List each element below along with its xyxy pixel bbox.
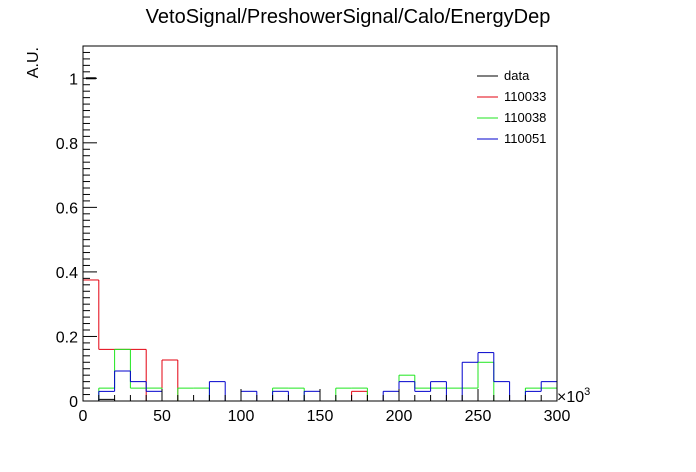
x-axis: 0 50 100 150 200 250 300 xyxy=(79,389,571,425)
legend-label: 110033 xyxy=(504,89,546,104)
y-axis: 0 0.2 0.4 0.6 0.8 1 xyxy=(56,45,97,411)
y-tick-label: 0.4 xyxy=(56,265,78,282)
y-tick-label: 0 xyxy=(69,394,78,411)
x-multiplier-base: ×10 xyxy=(557,389,584,406)
x-tick-label: 50 xyxy=(153,408,171,425)
legend-item: 110033 xyxy=(477,89,546,104)
legend-label: data xyxy=(504,68,530,83)
y-axis-label: A.U. xyxy=(25,47,42,78)
y-tick-label: 0.2 xyxy=(56,329,78,346)
x-multiplier-exponent: 3 xyxy=(584,386,590,398)
legend-item: 110051 xyxy=(477,131,546,146)
x-tick-label: 250 xyxy=(465,408,492,425)
x-tick-label: 150 xyxy=(307,408,334,425)
legend: data 110033 110038 110051 xyxy=(477,68,546,146)
x-tick-label: 0 xyxy=(79,408,88,425)
legend-label: 110038 xyxy=(504,110,546,125)
x-tick-label: 200 xyxy=(386,408,413,425)
y-tick-label: 1 xyxy=(69,71,78,88)
x-tick-label: 100 xyxy=(228,408,255,425)
legend-label: 110051 xyxy=(504,131,546,146)
series-110033 xyxy=(83,279,557,402)
x-tick-label: 300 xyxy=(544,408,571,425)
y-tick-label: 0.8 xyxy=(56,136,78,153)
plot-frame xyxy=(82,45,558,402)
series-layer xyxy=(83,77,557,402)
x-multiplier-label: ×103 xyxy=(557,386,590,406)
y-tick-label: 0.6 xyxy=(56,200,78,217)
chart-title: VetoSignal/PreshowerSignal/Calo/EnergyDe… xyxy=(146,6,551,28)
legend-item: 110038 xyxy=(477,110,546,125)
legend-item: data xyxy=(477,68,530,83)
